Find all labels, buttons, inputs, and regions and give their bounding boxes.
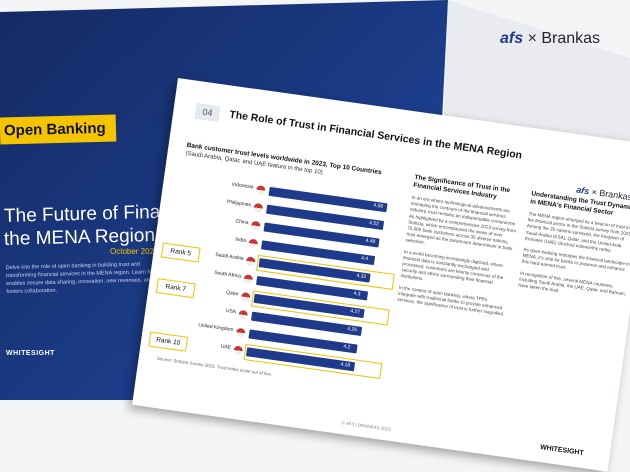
- cover-description: Delve into the role of open banking in b…: [5, 261, 162, 296]
- country-label: Saudi Arabia: [214, 251, 244, 262]
- text-column: Understanding the Trust Dynamics in MENA…: [517, 190, 630, 308]
- country-label: USA: [225, 307, 237, 316]
- value-label: 4.27: [349, 308, 361, 316]
- value-label: 4.52: [368, 220, 380, 228]
- value-label: 4.58: [372, 202, 384, 210]
- value-label: 4.25: [346, 326, 358, 334]
- cover-brand: WHITESIGHT: [6, 350, 55, 357]
- flag: [238, 309, 249, 320]
- cover-tag: Open Banking: [0, 114, 117, 145]
- flag: [243, 274, 254, 285]
- flag: [235, 327, 246, 338]
- page-number: 04: [194, 102, 221, 123]
- flag: [253, 202, 264, 214]
- country-label: South Africa: [213, 269, 242, 280]
- value-label: 4.4: [360, 255, 369, 263]
- country-label: China: [235, 218, 249, 227]
- value-label: 4.48: [365, 237, 376, 246]
- front-page: 04 The Role of Trust in Financial Servic…: [132, 78, 630, 472]
- rank-label: Rank 10: [148, 331, 189, 352]
- flag: [233, 345, 244, 356]
- logo-afs: afs: [500, 30, 524, 47]
- country-label: India: [234, 236, 247, 245]
- value-label: 4.3: [353, 290, 361, 298]
- logo-afs: afs: [575, 184, 590, 197]
- footer: © AFS | BRANKAS 2023: [341, 420, 392, 432]
- value-label: 4.18: [339, 361, 351, 369]
- flag: [250, 220, 261, 231]
- country-label: UAE: [220, 343, 232, 351]
- logo: afs × Brankas: [500, 30, 601, 47]
- flag: [245, 256, 256, 267]
- flag: [255, 185, 266, 196]
- country-label: Qatar: [225, 289, 239, 298]
- country-label: Indonesia: [231, 181, 254, 191]
- value-label: 4.32: [356, 272, 367, 281]
- flag: [248, 238, 259, 249]
- country-label: United Kingdom: [197, 322, 234, 334]
- logo-partner: Brankas: [541, 30, 601, 47]
- value-label: 4.2: [342, 343, 351, 351]
- text-column: The Significance of Trust in the Financi…: [396, 174, 522, 323]
- country-label: Philippines: [226, 199, 252, 209]
- paragraph: In an era where technological advancemen…: [405, 194, 517, 252]
- brand: WHITESIGHT: [539, 444, 585, 458]
- cover-date: October 2023: [110, 247, 159, 256]
- flag: [240, 291, 251, 303]
